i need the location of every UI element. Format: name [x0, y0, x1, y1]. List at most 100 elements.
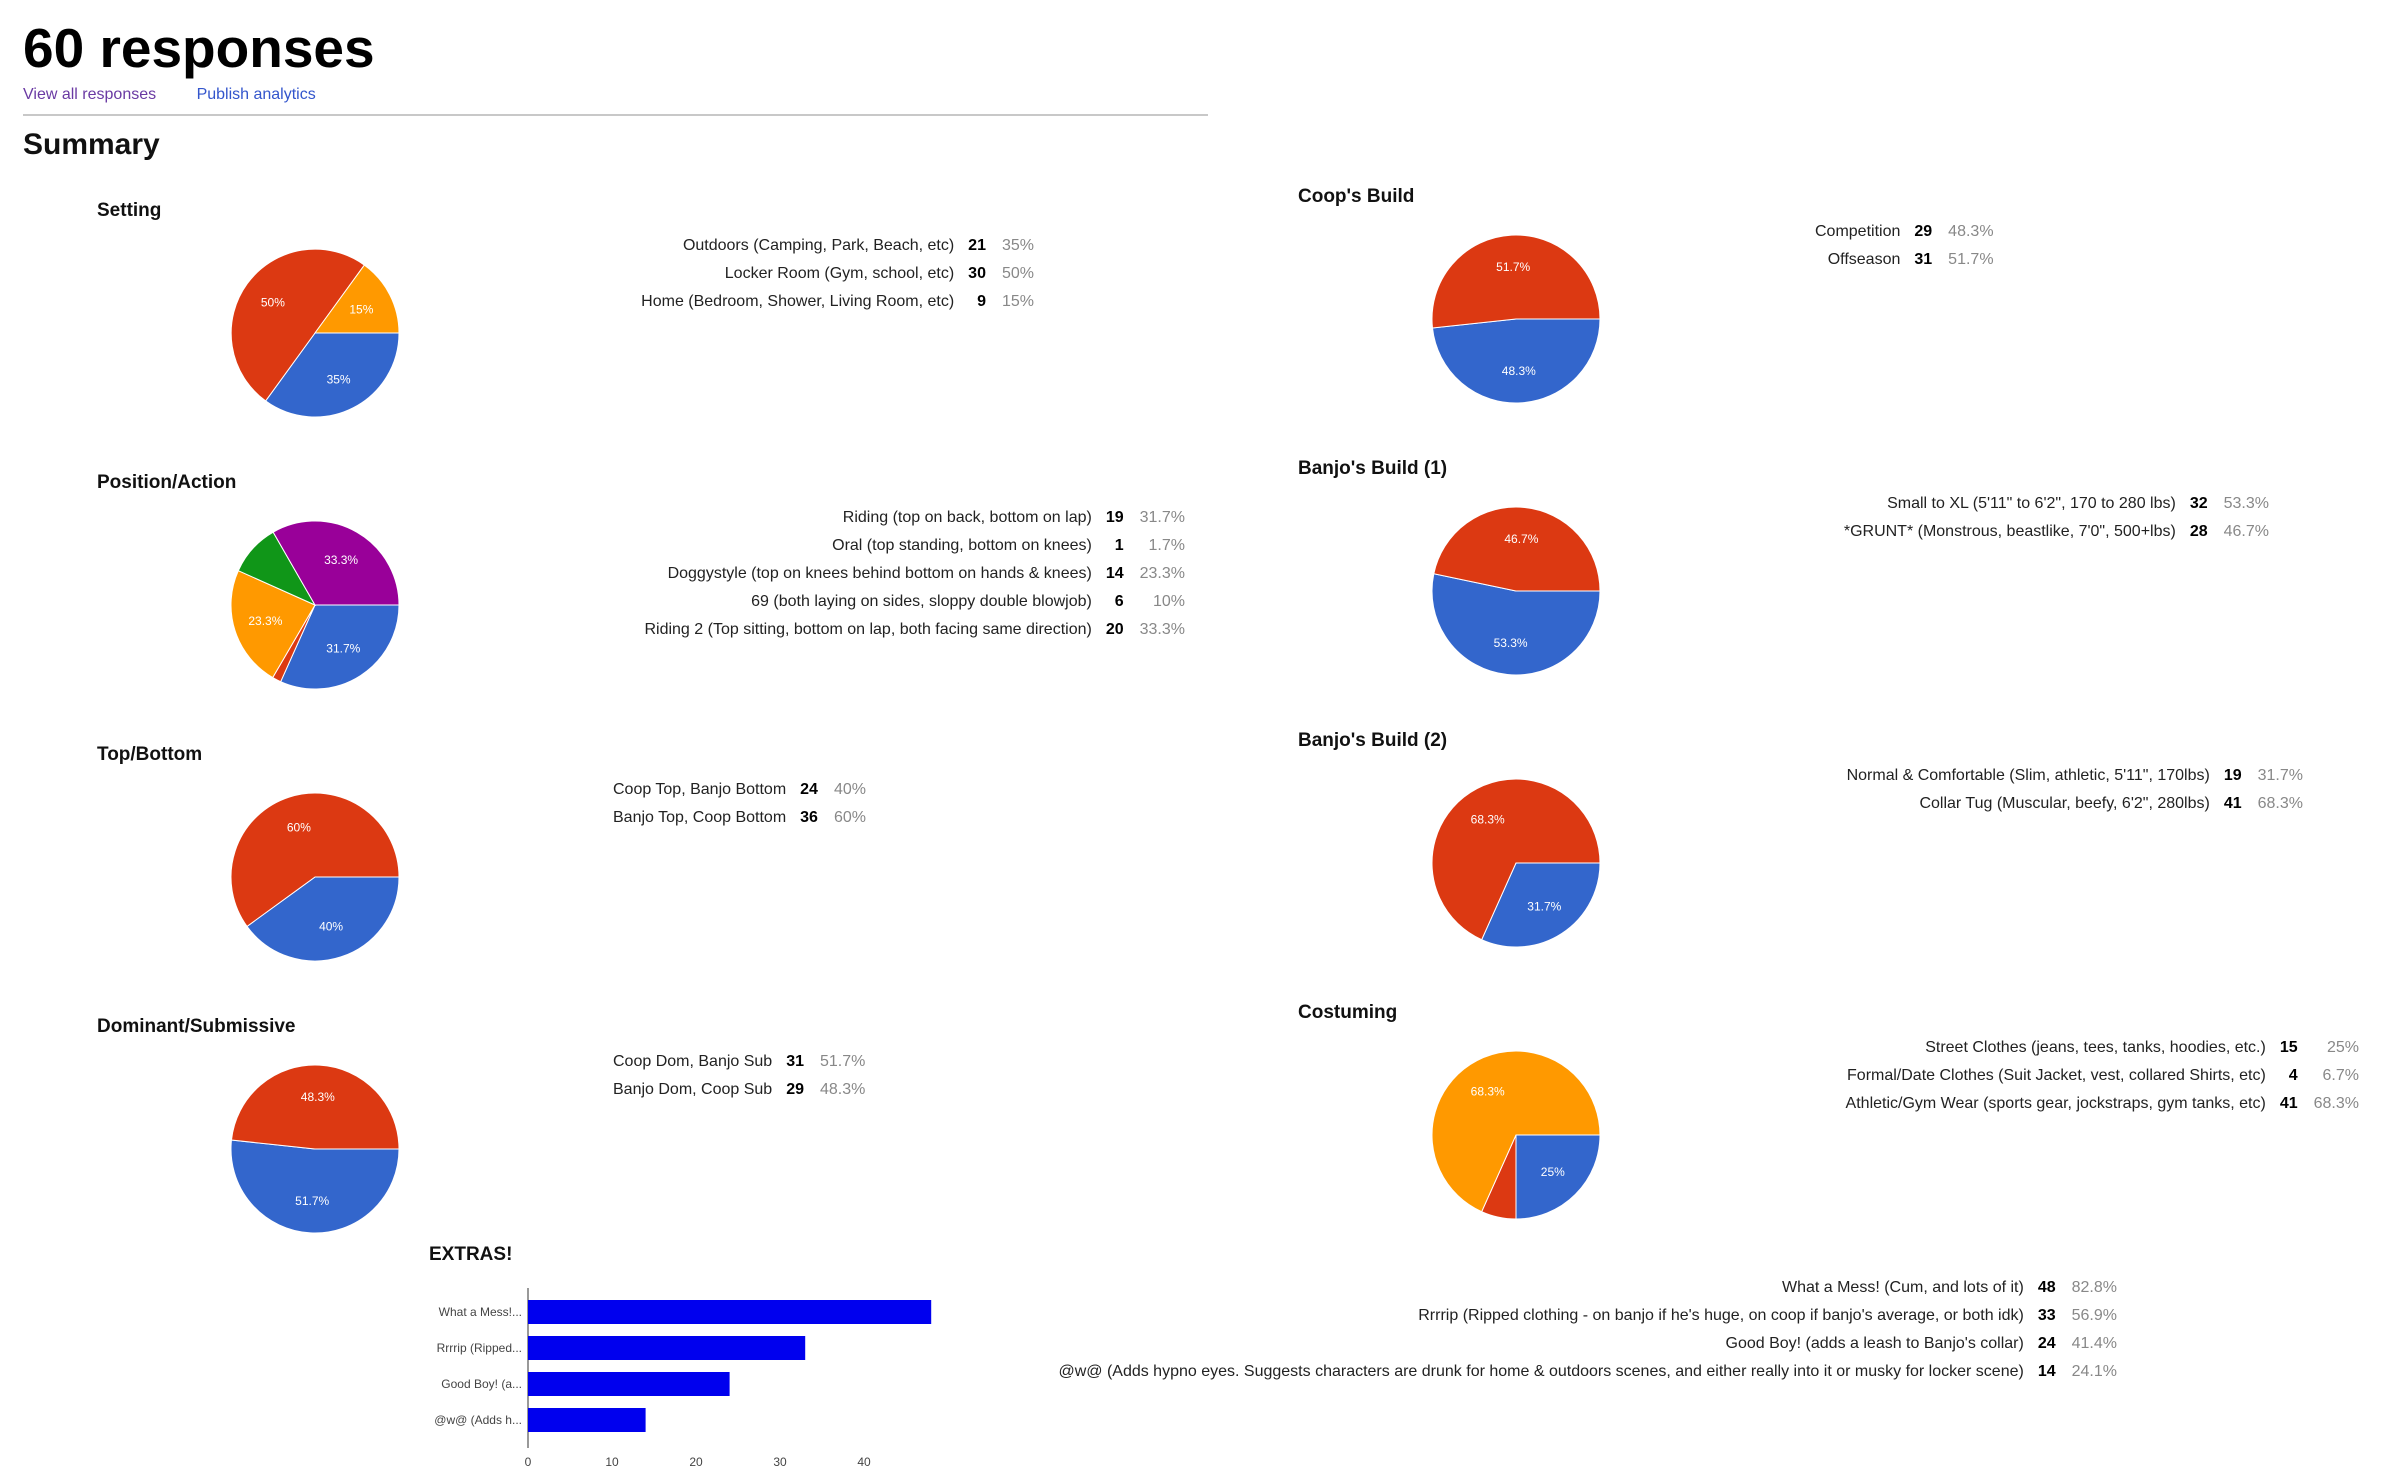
legend-row: Collar Tug (Muscular, beefy, 6'2", 280lb…: [1847, 790, 2303, 818]
legend-row: Street Clothes (jeans, tees, tanks, hood…: [1846, 1034, 2359, 1062]
legend-row: Athletic/Gym Wear (sports gear, jockstra…: [1846, 1090, 2359, 1118]
question-title: Banjo's Build (1): [1298, 458, 1448, 479]
bar: [528, 1336, 806, 1360]
option-label: What a Mess! (Cum, and lots of it): [1781, 1279, 2024, 1296]
response-percent: 33.3%: [1139, 621, 1185, 638]
response-percent: 51.7%: [820, 1053, 866, 1070]
pie-slice: [1431, 234, 1601, 329]
response-count: 6: [1114, 593, 1124, 610]
response-count: 24: [800, 781, 818, 798]
legend-row: Locker Room (Gym, school, etc) 30 50%: [641, 260, 1034, 288]
pie-slice: [230, 1064, 400, 1150]
response-percent: 51.7%: [1948, 251, 1994, 268]
top-bottom-pie-chart: 40% 60%: [230, 792, 400, 962]
response-count: 28: [2189, 523, 2208, 540]
response-percent: 68.3%: [2257, 795, 2303, 812]
option-label: *GRUNT* (Monstrous, beastlike, 7'0", 500…: [1843, 523, 2176, 540]
option-label: Home (Bedroom, Shower, Living Room, etc): [641, 293, 955, 310]
response-percent: 48.3%: [820, 1081, 866, 1098]
bar: [528, 1300, 932, 1324]
response-percent: 23.3%: [1139, 565, 1185, 582]
publish-analytics-link[interactable]: Publish analytics: [196, 86, 316, 103]
costuming-legend: Street Clothes (jeans, tees, tanks, hood…: [1846, 1034, 2359, 1118]
header-divider: [23, 114, 1208, 116]
response-count: 4: [2288, 1067, 2298, 1084]
pie-slice: [272, 520, 400, 606]
pie-slice-label: 48.3%: [1502, 364, 1536, 378]
option-label: Outdoors (Camping, Park, Beach, etc): [682, 237, 955, 254]
bar-axis-tick: 30: [773, 1455, 787, 1469]
legend-row: Offseason 31 51.7%: [1815, 246, 1994, 274]
option-label: Banjo Dom, Coop Sub: [613, 1081, 773, 1098]
question-title: Coop's Build: [1298, 186, 1415, 207]
response-count: 24: [2037, 1335, 2056, 1352]
question-title: EXTRAS!: [429, 1244, 513, 1265]
response-percent: 48.3%: [1948, 223, 1994, 240]
view-all-responses-link[interactable]: View all responses: [23, 86, 157, 103]
response-percent: 60%: [833, 809, 866, 826]
position-action-pie-chart: 31.7% 23.3% 33.3%: [230, 520, 400, 690]
pie-slice: [230, 792, 400, 928]
option-label: Doggystyle (top on knees behind bottom o…: [667, 565, 1092, 582]
pie-slice: [1431, 318, 1601, 404]
response-count: 14: [1105, 565, 1124, 582]
pie-slice: [314, 264, 400, 334]
legend-row: Formal/Date Clothes (Suit Jacket, vest, …: [1846, 1062, 2359, 1090]
legend-row: 69 (both laying on sides, sloppy double …: [644, 588, 1185, 616]
legend-row: What a Mess! (Cum, and lots of it) 48 82.8…: [1058, 1274, 2117, 1302]
response-count: 29: [1914, 223, 1933, 240]
bar-axis-tick: 20: [689, 1455, 703, 1469]
banjos-build-1-legend: Small to XL (5'11" to 6'2", 170 to 280 l…: [1844, 490, 2269, 546]
legend-row: Rrrrip (Ripped clothing - on banjo if he…: [1058, 1302, 2117, 1330]
response-percent: 68.3%: [2313, 1095, 2359, 1112]
page-title: 60 responses: [23, 17, 375, 79]
question-title: Costuming: [1298, 1002, 1398, 1023]
pie-slice-label: 46.7%: [1504, 532, 1538, 546]
legend-row: Good Boy! (adds a leash to Banjo's colla…: [1058, 1330, 2118, 1358]
banjos-build-2-legend: Normal & Comfortable (Slim, athletic, 5'…: [1847, 762, 2303, 818]
bar: [528, 1408, 646, 1432]
option-label: Coop Top, Banjo Bottom: [613, 781, 787, 798]
pie-slice: [230, 248, 366, 402]
costuming-pie-chart: 25% 68.3%: [1431, 1050, 1601, 1220]
response-percent: 53.3%: [2223, 495, 2269, 512]
response-percent: 46.7%: [2223, 523, 2269, 540]
option-label: Small to XL (5'11" to 6'2", 170 to 280 l…: [1887, 495, 2176, 512]
banjos-build-1-pie-chart: 53.3% 46.7%: [1431, 506, 1601, 676]
banjos-build-2-pie-chart: 31.7% 68.3%: [1431, 778, 1601, 948]
pie-slice-label: 40%: [319, 920, 343, 934]
question-title: Setting: [97, 200, 162, 221]
option-label: Locker Room (Gym, school, etc): [724, 265, 955, 282]
pie-slice: [1481, 862, 1601, 948]
response-percent: 82.8%: [2071, 1279, 2117, 1296]
response-count: 33: [2037, 1307, 2056, 1324]
question-title: Top/Bottom: [97, 744, 203, 765]
position-action-legend: Riding (top on back, bottom on lap) 19 31.…: [644, 504, 1185, 644]
legend-row: Small to XL (5'11" to 6'2", 170 to 280 l…: [1844, 490, 2269, 518]
setting-pie-chart: 35% 50% 15%: [230, 248, 400, 418]
question-title: Position/Action: [97, 472, 237, 493]
option-label: Athletic/Gym Wear (sports gear, jockstra…: [1845, 1095, 2266, 1112]
response-count: 14: [2037, 1363, 2056, 1380]
bar-category-label: @w@ (Adds h...: [434, 1413, 522, 1427]
response-count: 30: [968, 265, 986, 282]
legend-row: Banjo Dom, Coop Sub 29 48.3%: [613, 1076, 865, 1104]
response-count: 31: [1914, 251, 1933, 268]
response-count: 9: [977, 293, 986, 310]
legend-row: Riding (top on back, bottom on lap) 19 31.…: [644, 504, 1185, 532]
pie-slice: [230, 570, 316, 679]
response-count: 41: [2279, 1095, 2298, 1112]
dominant-submissive-pie-chart: 51.7% 48.3%: [230, 1064, 400, 1234]
bar-category-label: Rrrrip (Ripped...: [437, 1341, 522, 1355]
pie-slice: [1431, 573, 1601, 676]
legend-row: @w@ (Adds hypno eyes. Suggests character…: [1058, 1358, 2117, 1386]
legend-row: *GRUNT* (Monstrous, beastlike, 7'0", 500…: [1844, 518, 2269, 546]
pie-slice: [1431, 778, 1601, 941]
response-percent: 41.4%: [2071, 1335, 2117, 1352]
bar-category-label: What a Mess!...: [439, 1305, 522, 1319]
response-count: 21: [968, 237, 986, 254]
response-percent: 10%: [1152, 593, 1185, 610]
pie-slice-label: 68.3%: [1471, 1084, 1505, 1098]
legend-row: Outdoors (Camping, Park, Beach, etc) 21 35…: [641, 232, 1034, 260]
option-label: 69 (both laying on sides, sloppy double …: [751, 593, 1092, 610]
